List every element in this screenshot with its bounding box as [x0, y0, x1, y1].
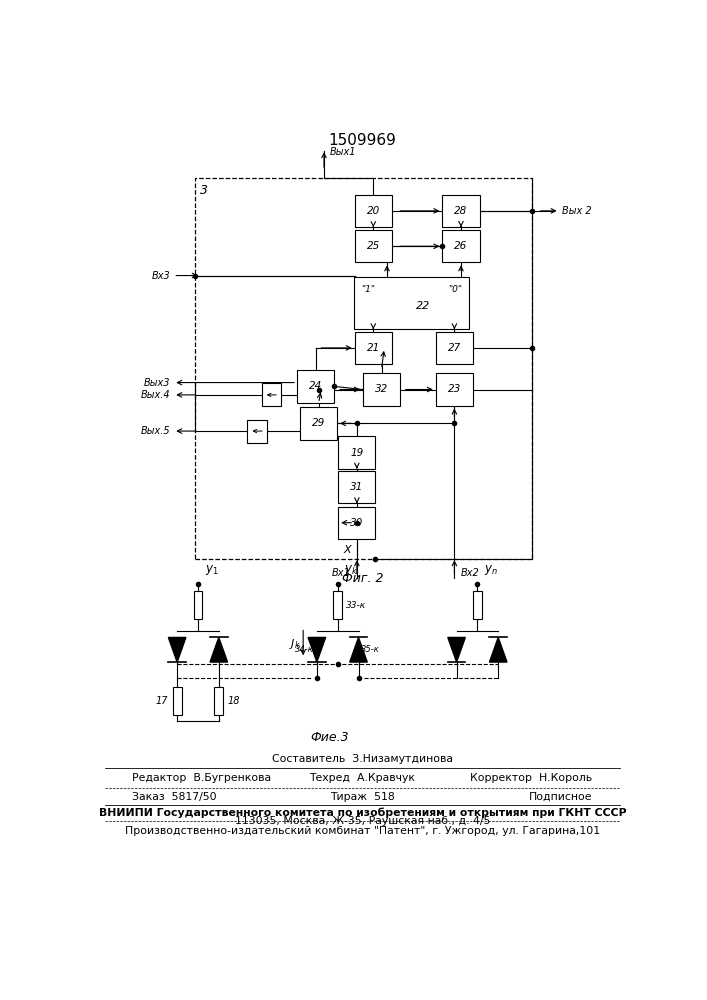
Text: $y_k$: $y_k$: [344, 563, 358, 577]
Polygon shape: [168, 637, 186, 662]
Text: 1509969: 1509969: [328, 133, 397, 148]
Bar: [262, 383, 281, 406]
Bar: [173, 687, 182, 715]
Text: Вых.5: Вых.5: [141, 426, 170, 436]
Polygon shape: [308, 637, 326, 662]
Text: 21: 21: [367, 343, 380, 353]
Bar: [338, 436, 375, 469]
Text: ВНИИПИ Государственного комитета по изобретениям и открытиям при ГКНТ СССР: ВНИИПИ Государственного комитета по изоб…: [98, 808, 626, 818]
Text: 29: 29: [312, 418, 325, 428]
Text: 26: 26: [455, 241, 467, 251]
Bar: [355, 230, 392, 262]
Text: Редактор  В.Бугренкова: Редактор В.Бугренкова: [132, 773, 271, 783]
Text: 32: 32: [375, 384, 388, 394]
Bar: [473, 591, 481, 619]
Text: 23: 23: [448, 384, 461, 394]
Text: 31: 31: [350, 482, 363, 492]
Text: Вых.4: Вых.4: [141, 390, 170, 400]
Text: $y_1$: $y_1$: [204, 563, 218, 577]
Text: 3: 3: [199, 184, 208, 197]
Text: 113035, Москва, Ж-35, Раушская наб., д. 4/5: 113035, Москва, Ж-35, Раушская наб., д. …: [235, 816, 490, 826]
Text: 17: 17: [156, 696, 168, 706]
Bar: [436, 373, 473, 406]
Bar: [436, 332, 473, 364]
Text: 24: 24: [309, 381, 322, 391]
Text: 25: 25: [367, 241, 380, 251]
Text: 33-к: 33-к: [346, 601, 366, 610]
Text: $J_k$: $J_k$: [288, 637, 300, 651]
Text: "1": "1": [361, 285, 375, 294]
Text: 20: 20: [367, 206, 380, 216]
Text: Вх2: Вх2: [461, 568, 480, 578]
Text: $y_n$: $y_n$: [484, 563, 498, 577]
Polygon shape: [489, 637, 507, 662]
Polygon shape: [210, 637, 228, 662]
Text: X: X: [343, 545, 351, 555]
Text: 19: 19: [350, 448, 363, 458]
Bar: [443, 230, 479, 262]
Bar: [297, 370, 334, 403]
Text: Вых1: Вых1: [329, 147, 356, 157]
Bar: [214, 687, 223, 715]
Bar: [338, 471, 375, 503]
Bar: [443, 195, 479, 227]
Bar: [354, 277, 469, 329]
Bar: [355, 195, 392, 227]
Text: Подписное: Подписное: [529, 792, 592, 802]
Polygon shape: [448, 637, 465, 662]
Text: Техред  А.Кравчук: Техред А.Кравчук: [310, 773, 415, 783]
Bar: [300, 407, 337, 440]
Text: Вых 2: Вых 2: [562, 206, 592, 216]
Text: 18: 18: [228, 696, 240, 706]
Text: Составитель  З.Низамутдинова: Составитель З.Низамутдинова: [271, 754, 453, 764]
Bar: [195, 178, 532, 559]
Text: Тираж  518: Тираж 518: [330, 792, 395, 802]
Text: 30: 30: [350, 518, 363, 528]
Text: 27: 27: [448, 343, 461, 353]
Bar: [333, 591, 342, 619]
Text: 28: 28: [455, 206, 467, 216]
Text: Заказ  5817/50: Заказ 5817/50: [132, 792, 217, 802]
Text: Корректор  Н.Король: Корректор Н.Король: [470, 773, 592, 783]
Bar: [247, 420, 267, 443]
Text: Вх3: Вх3: [152, 271, 170, 281]
Text: Фие.3: Фие.3: [310, 731, 349, 744]
Text: 22: 22: [416, 301, 430, 311]
Bar: [338, 507, 375, 539]
Bar: [355, 332, 392, 364]
Text: 35-к: 35-к: [361, 645, 380, 654]
Text: 34-к: 34-к: [296, 645, 314, 654]
Polygon shape: [350, 637, 367, 662]
Text: Фиг. 2: Фиг. 2: [341, 572, 383, 585]
Text: Производственно-издательский комбинат "Патент", г. Ужгород, ул. Гагарина,101: Производственно-издательский комбинат "П…: [124, 826, 600, 836]
Bar: [363, 373, 400, 406]
Text: "0": "0": [449, 285, 462, 294]
Text: Вых3: Вых3: [144, 378, 170, 388]
Text: Вх1: Вх1: [332, 568, 350, 578]
Bar: [194, 591, 202, 619]
